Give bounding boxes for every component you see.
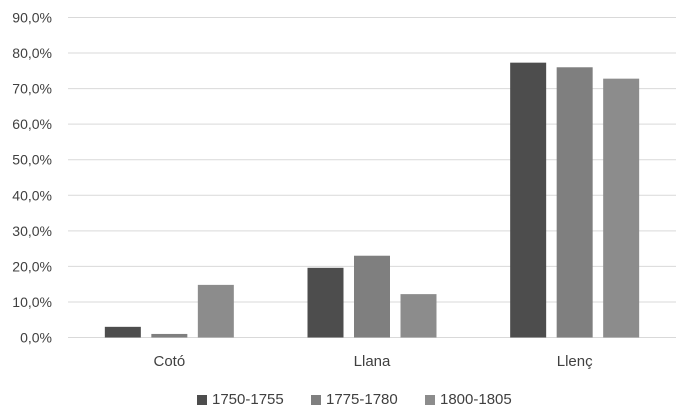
- legend-swatch: [425, 395, 435, 405]
- legend-swatch: [197, 395, 207, 405]
- x-axis-categories: Cotó Llana Llenç: [153, 353, 593, 370]
- y-tick-label: 0,0%: [20, 330, 52, 346]
- y-tick-label: 30,0%: [12, 223, 52, 239]
- bar-Cotó-1775-1780: [151, 333, 188, 338]
- bars: [104, 62, 640, 338]
- y-tick-label: 70,0%: [12, 81, 52, 97]
- y-tick-label: 20,0%: [12, 258, 52, 274]
- gridlines: [68, 17, 676, 338]
- y-axis-ticks: 0,0% 10,0% 20,0% 30,0% 40,0% 50,0% 60,0% 70,0% 8…: [12, 10, 52, 346]
- y-tick-label: 90,0%: [12, 10, 52, 26]
- y-tick-label: 80,0%: [12, 45, 52, 61]
- legend: 1750-1755 1775-1780 1800-1805: [197, 391, 512, 408]
- bar-Cotó-1800-1805: [197, 284, 234, 338]
- bar-Llana-1775-1780: [354, 255, 390, 338]
- legend-label: 1775-1780: [326, 391, 398, 408]
- y-tick-label: 40,0%: [12, 187, 52, 203]
- bar-Llana-1800-1805: [400, 294, 437, 338]
- bar-Llana-1750-1755: [307, 267, 344, 338]
- x-category-label: Cotó: [153, 353, 185, 370]
- y-tick-label: 60,0%: [12, 116, 52, 132]
- x-category-label: Llenç: [557, 353, 593, 370]
- legend-label: 1800-1805: [440, 391, 512, 408]
- y-tick-label: 10,0%: [12, 294, 52, 310]
- legend-swatch: [311, 395, 321, 405]
- legend-label: 1750-1755: [212, 391, 284, 408]
- y-tick-label: 50,0%: [12, 152, 52, 168]
- bar-Llenç-1775-1780: [556, 67, 593, 338]
- bar-Llenç-1800-1805: [603, 78, 640, 338]
- bar-Cotó-1750-1755: [104, 326, 141, 338]
- bar-Llenç-1750-1755: [510, 62, 547, 338]
- x-category-label: Llana: [354, 353, 391, 370]
